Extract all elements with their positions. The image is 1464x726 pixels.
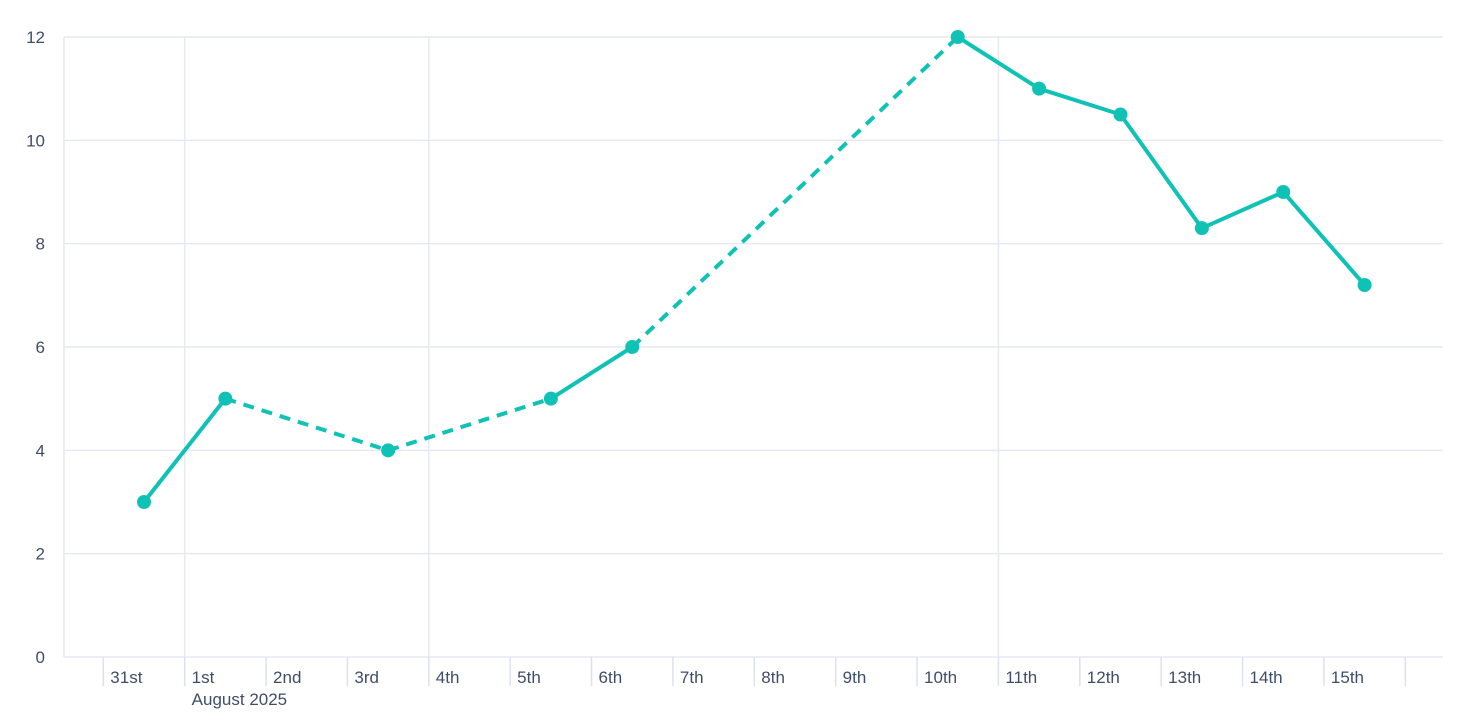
y-axis-label: 0 (36, 648, 45, 667)
y-axis-label: 6 (36, 338, 45, 357)
x-axis-month-label: August 2025 (192, 690, 287, 709)
x-axis-label: 11th (1005, 668, 1037, 687)
x-axis-label: 10th (924, 668, 957, 687)
line-segment (1037, 86, 1123, 117)
data-point (1032, 81, 1047, 96)
y-axis-label: 8 (36, 235, 45, 254)
x-axis-label: 14th (1250, 668, 1283, 687)
line-segment-interpolated (224, 396, 389, 453)
x-axis-label: 4th (436, 668, 460, 687)
line-segment (141, 396, 228, 504)
x-axis-label: 31st (110, 668, 142, 687)
line-segment (1199, 190, 1286, 231)
data-point (1357, 278, 1372, 292)
line-segment (955, 35, 1042, 91)
y-axis-label: 10 (26, 131, 45, 150)
line-segment (1118, 112, 1204, 231)
x-axis-label: 15th (1331, 668, 1364, 687)
data-point (625, 340, 640, 354)
x-axis-label: 6th (599, 668, 623, 687)
line-segment-interpolated (387, 396, 552, 453)
y-axis-label: 12 (26, 28, 45, 47)
x-axis-label: 9th (843, 668, 867, 687)
line-segment (1281, 190, 1367, 287)
data-point (218, 391, 233, 406)
data-point (1276, 185, 1291, 199)
data-point (543, 391, 558, 406)
x-axis-label: 2nd (273, 668, 301, 687)
data-point (1113, 107, 1128, 122)
data-point (381, 443, 396, 458)
y-axis-label: 4 (36, 441, 45, 460)
line-segment-interpolated (630, 35, 960, 349)
x-axis-label: 13th (1168, 668, 1201, 687)
y-axis-label: 2 (36, 545, 45, 564)
x-axis-label: 5th (517, 668, 541, 687)
x-axis-label: 12th (1087, 668, 1120, 687)
data-point (136, 495, 151, 509)
x-axis-label: 1st (192, 668, 215, 687)
x-axis-label: 3rd (354, 668, 379, 687)
x-axis-label: 8th (761, 668, 785, 687)
x-axis-label: 7th (680, 668, 704, 687)
line-segment (548, 345, 635, 401)
data-point (950, 30, 965, 44)
data-point (1194, 221, 1209, 236)
